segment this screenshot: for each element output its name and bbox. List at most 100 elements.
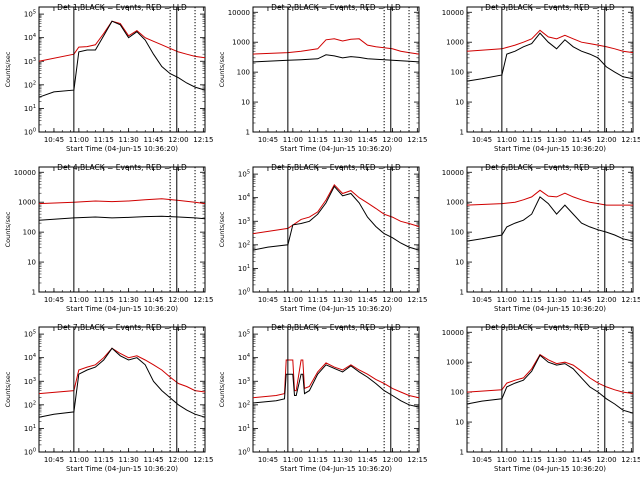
y-tick-label: 104: [238, 353, 250, 362]
x-tick-label: 11:45: [143, 456, 163, 464]
y-tick-label: 104: [238, 193, 250, 202]
x-tick-label: 11:45: [571, 456, 591, 464]
x-axis-label: Start Time (04-Jun-15 10:36:20): [494, 465, 606, 473]
y-tick-label: 1: [460, 129, 464, 137]
y-tick-label: 10: [241, 99, 250, 107]
x-tick-label: 10:45: [258, 136, 278, 144]
x-tick-label: 12:15: [193, 296, 213, 304]
x-tick-label: 11:15: [94, 136, 114, 144]
panel-det-3: Det 3 BLACK = Events, RED = LLD Start Tim…: [442, 3, 640, 153]
panel-det-7: Det 7 BLACK = Events, RED = LLD Counts/se…: [4, 323, 213, 473]
panel-title: Det 3 BLACK = Events, RED = LLD: [485, 3, 615, 12]
panel-det-4: Det 4 BLACK = Events, RED = LLD Counts/se…: [4, 163, 213, 313]
lld-series-line: [252, 183, 420, 235]
panel-title: Det 6 BLACK = Events, RED = LLD: [485, 163, 615, 172]
panel-title: Det 2 BLACK = Events, RED = LLD: [271, 3, 401, 12]
y-tick-label: 101: [238, 264, 250, 273]
y-axis-label: Counts/sec: [218, 371, 226, 407]
x-tick-label: 11:30: [119, 296, 139, 304]
x-tick-label: 11:00: [69, 456, 89, 464]
x-tick-label: 11:15: [308, 296, 328, 304]
x-tick-label: 10:45: [472, 136, 492, 144]
x-tick-label: 11:15: [308, 136, 328, 144]
x-tick-label: 11:00: [497, 136, 517, 144]
events-series-line: [38, 215, 206, 221]
x-tick-label: 11:30: [547, 296, 567, 304]
x-tick-label: 11:00: [69, 296, 89, 304]
panel-title: Det 4 BLACK = Events, RED = LLD: [57, 163, 187, 172]
x-tick-label: 12:00: [168, 456, 188, 464]
y-tick-label: 1: [460, 289, 464, 297]
x-tick-label: 12:00: [596, 136, 616, 144]
plot-frame: [466, 6, 634, 133]
panel-det-9: Det 9 BLACK = Events, RED = LLD Start Tim…: [442, 323, 640, 473]
x-tick-label: 11:45: [357, 296, 377, 304]
y-tick-label: 10: [455, 99, 464, 107]
x-tick-label: 12:15: [621, 136, 640, 144]
y-tick-label: 102: [24, 400, 36, 409]
x-tick-label: 11:00: [497, 296, 517, 304]
x-tick-label: 12:15: [621, 456, 640, 464]
x-tick-label: 11:00: [283, 136, 303, 144]
x-axis-label: Start Time (04-Jun-15 10:36:20): [494, 305, 606, 313]
x-tick-label: 12:00: [168, 136, 188, 144]
x-tick-label: 11:30: [333, 296, 353, 304]
y-tick-label: 1: [32, 289, 36, 297]
x-tick-label: 10:45: [44, 296, 64, 304]
x-tick-label: 12:00: [596, 296, 616, 304]
y-tick-label: 100: [238, 288, 250, 297]
plot-frame: [466, 166, 634, 293]
x-tick-label: 11:00: [283, 456, 303, 464]
lld-series-line: [38, 198, 206, 205]
x-axis-label: Start Time (04-Jun-15 10:36:20): [66, 305, 178, 313]
x-tick-label: 10:45: [258, 456, 278, 464]
x-tick-label: 12:15: [407, 136, 427, 144]
y-tick-label: 10: [455, 419, 464, 427]
x-tick-label: 10:45: [472, 456, 492, 464]
x-tick-label: 12:00: [168, 296, 188, 304]
x-tick-label: 11:15: [308, 456, 328, 464]
y-tick-label: 1000: [446, 359, 464, 367]
plot-frame: [252, 326, 420, 453]
y-tick-label: 10000: [442, 329, 464, 337]
plot-frame: [38, 326, 206, 453]
x-tick-label: 11:30: [119, 456, 139, 464]
x-axis-label: Start Time (04-Jun-15 10:36:20): [280, 305, 392, 313]
panel-det-5: Det 5 BLACK = Events, RED = LLD Counts/se…: [218, 163, 427, 313]
y-tick-label: 1: [246, 129, 250, 137]
y-tick-label: 1000: [18, 199, 36, 207]
y-tick-label: 100: [23, 229, 36, 237]
x-tick-label: 11:30: [333, 456, 353, 464]
plot-frame: [252, 6, 420, 133]
x-tick-label: 12:00: [382, 296, 402, 304]
x-axis-label: Start Time (04-Jun-15 10:36:20): [494, 145, 606, 153]
events-series-line: [252, 185, 420, 251]
y-tick-label: 101: [24, 424, 36, 433]
y-tick-label: 105: [238, 170, 250, 179]
x-tick-label: 11:00: [283, 296, 303, 304]
y-axis-label: Counts/sec: [218, 51, 226, 87]
x-tick-label: 11:45: [143, 296, 163, 304]
x-tick-label: 12:00: [382, 136, 402, 144]
x-axis-label: Start Time (04-Jun-15 10:36:20): [66, 465, 178, 473]
x-tick-label: 12:15: [193, 136, 213, 144]
x-tick-label: 12:15: [193, 456, 213, 464]
y-tick-label: 100: [237, 69, 250, 77]
x-tick-label: 11:45: [143, 136, 163, 144]
panel-title: Det 9 BLACK = Events, RED = LLD: [485, 323, 615, 332]
x-tick-label: 11:15: [94, 456, 114, 464]
y-tick-label: 101: [24, 104, 36, 113]
x-tick-label: 10:45: [44, 136, 64, 144]
y-tick-label: 100: [451, 389, 464, 397]
y-tick-label: 1000: [232, 39, 250, 47]
x-tick-label: 12:00: [596, 456, 616, 464]
events-series-line: [252, 54, 420, 63]
plot-frame: [252, 166, 420, 293]
events-series-line: [38, 20, 206, 98]
x-tick-label: 10:45: [44, 456, 64, 464]
lld-series-line: [38, 347, 206, 395]
x-tick-label: 11:15: [522, 456, 542, 464]
x-tick-label: 12:15: [407, 456, 427, 464]
events-series-line: [38, 347, 206, 418]
